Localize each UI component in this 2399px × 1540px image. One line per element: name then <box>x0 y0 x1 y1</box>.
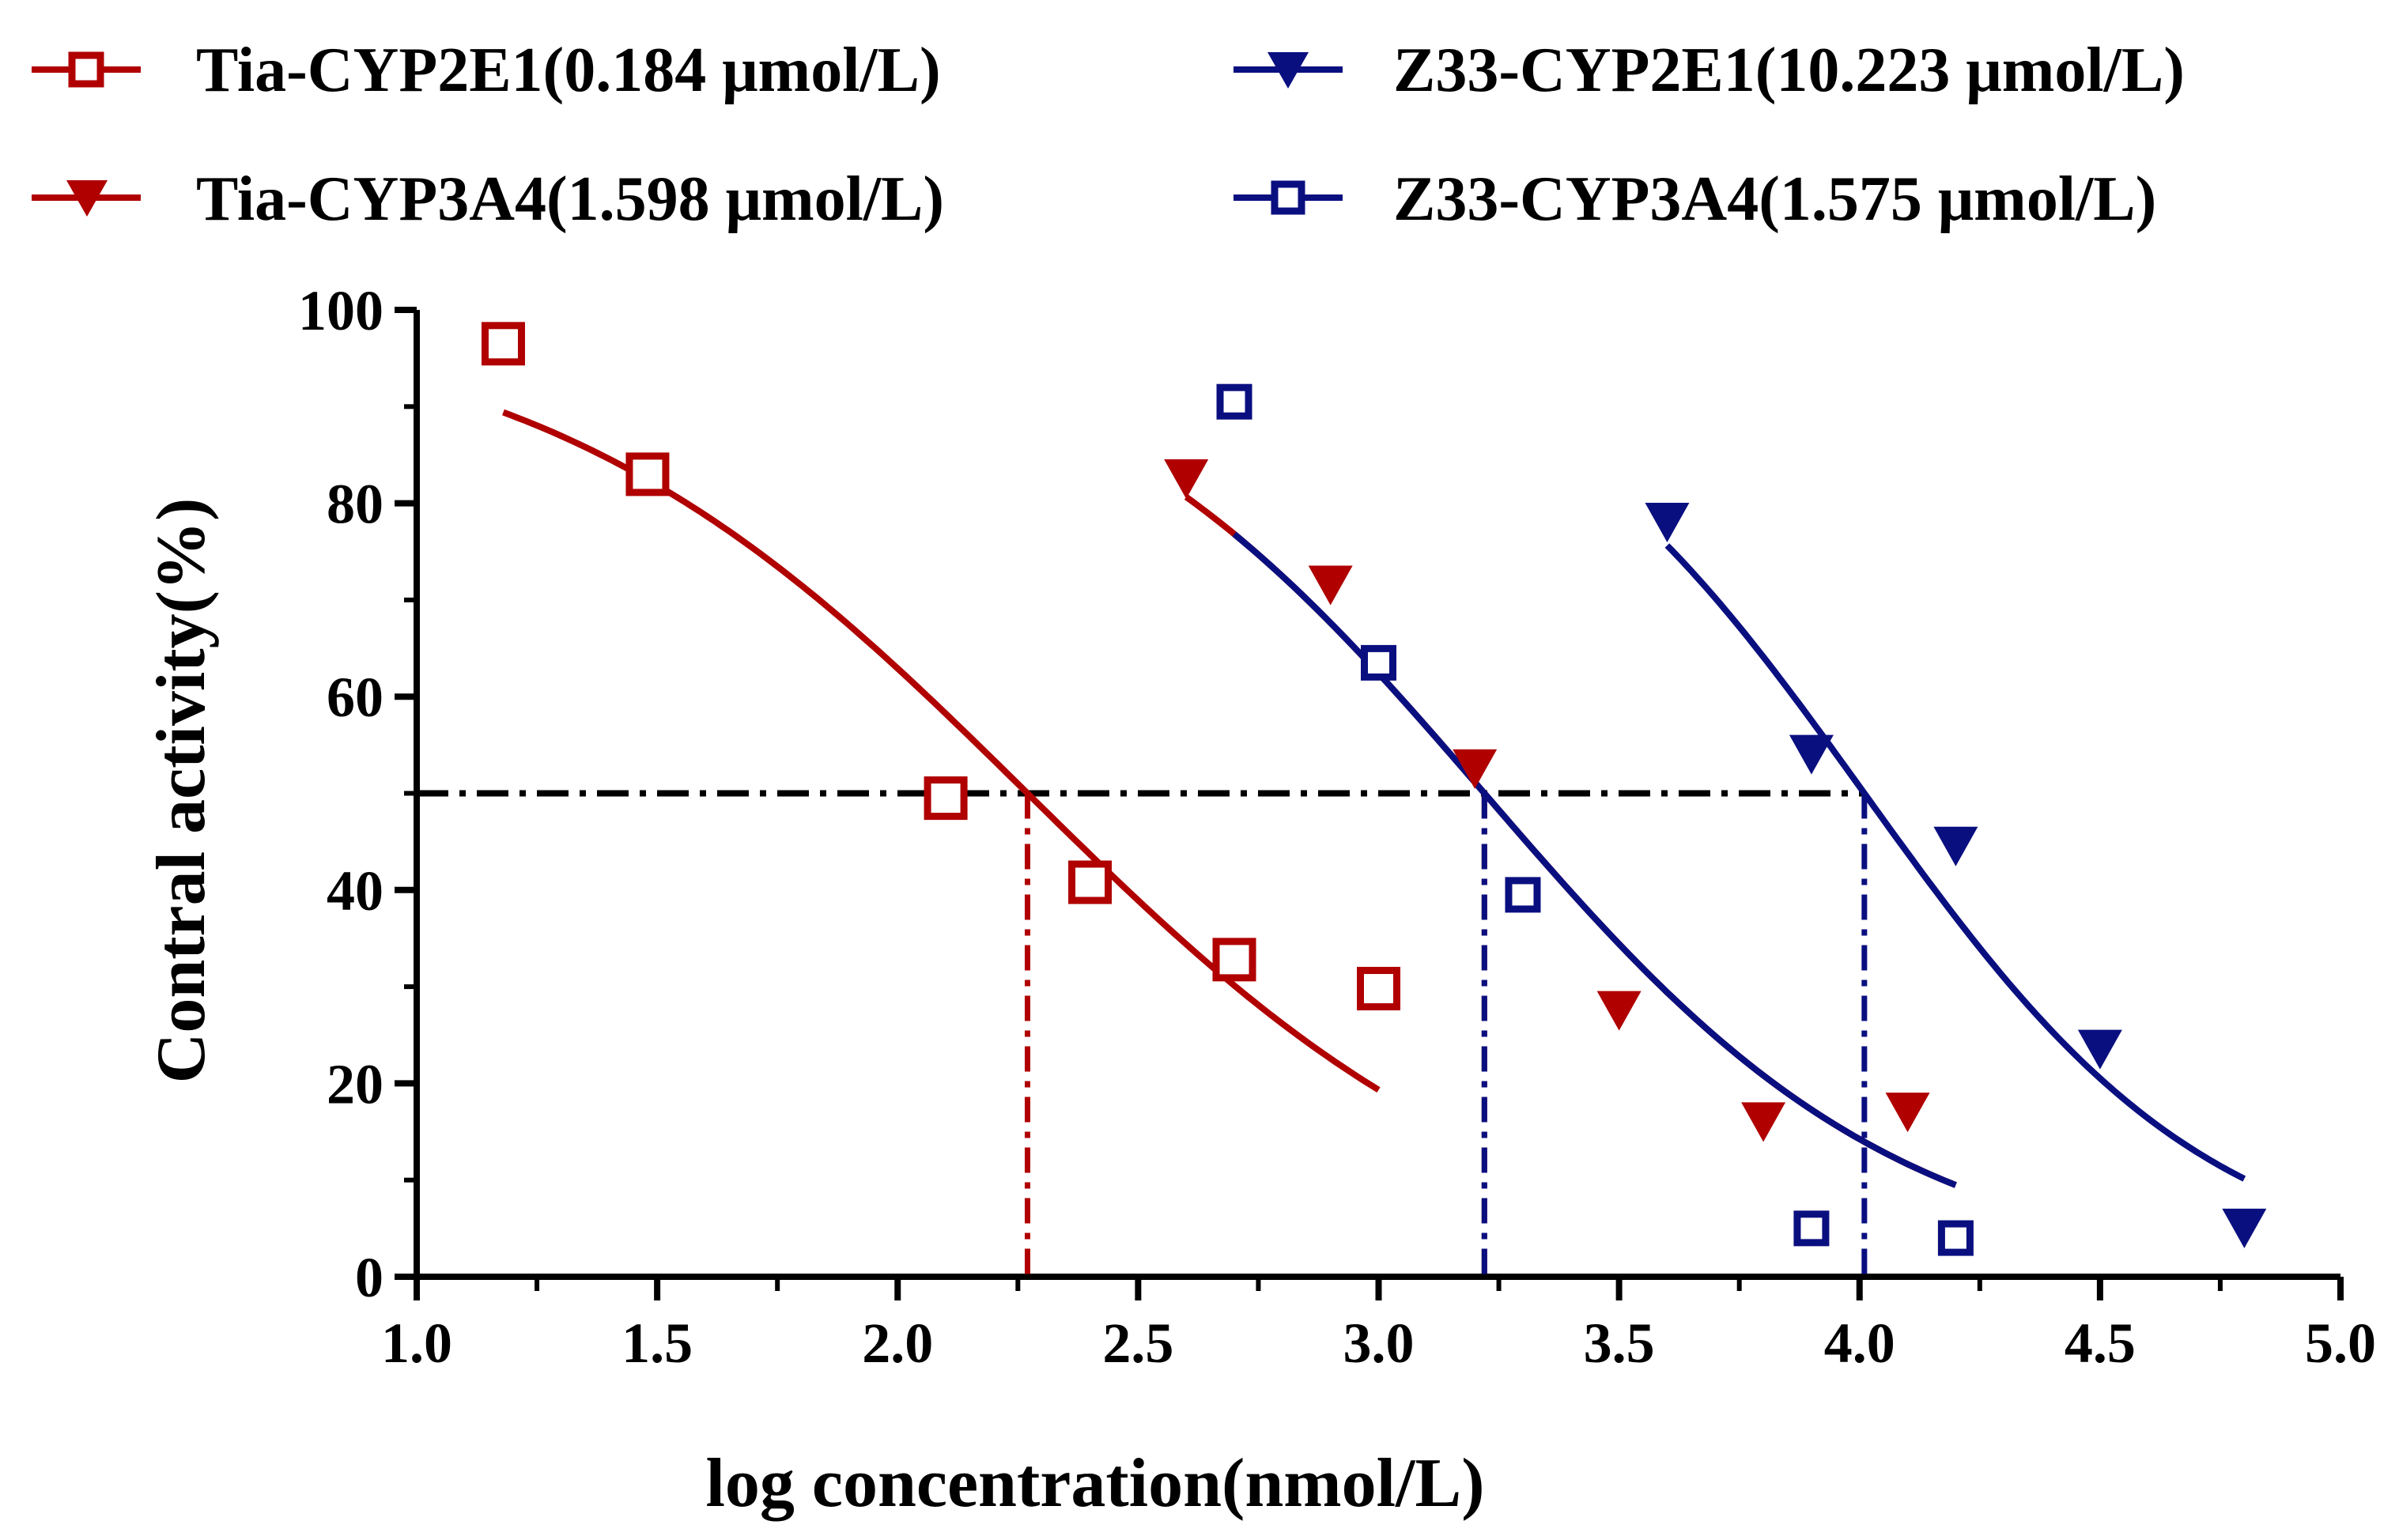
legend-marker-square-icon <box>1271 180 1305 215</box>
x-tick-label: 4.5 <box>2065 1312 2136 1375</box>
point-square-z33-cyp3a4 <box>1937 1220 1974 1256</box>
fit-curve-tia-cyp3a4 <box>1184 494 1957 1188</box>
point-triangle-z33-cyp2e1 <box>2222 1208 2267 1248</box>
point-square-tia-cyp2e1 <box>924 776 968 821</box>
point-square-tia-cyp2e1 <box>625 452 670 496</box>
point-square-tia-cyp2e1 <box>1357 967 1400 1011</box>
legend-label-tia-cyp2e1: Tia-CYP2E1(0.184 μmol/L) <box>196 36 941 105</box>
ic50-reference-lines <box>417 790 1868 1277</box>
x-tick-label: 4.0 <box>1824 1312 1895 1375</box>
y-tick-label: 20 <box>327 1052 383 1115</box>
x-axis-ticks: 1.0 1.5 2.0 2.5 3.0 3.5 4.0 4.5 5.0 <box>381 1277 2376 1375</box>
x-tick-label: 5.0 <box>2305 1312 2376 1375</box>
point-triangle-tia-cyp3a4 <box>1308 565 1353 606</box>
y-tick-label: 80 <box>327 473 383 536</box>
point-square-z33-cyp3a4 <box>1793 1210 1830 1247</box>
x-axis-title: log concentration(nmol/L) <box>705 1445 1484 1522</box>
y-axis-ticks: 0 20 40 60 80 100 <box>298 279 417 1309</box>
x-tick-label: 3.5 <box>1584 1312 1655 1375</box>
fit-curve-z33-cyp3a4 <box>1232 531 1957 1188</box>
legend-item-z33-cyp2e1: Z33-CYP2E1(10.223 μmol/L) <box>1234 36 2185 105</box>
point-triangle-z33-cyp2e1 <box>2077 1029 2122 1070</box>
legend-label-z33-cyp3a4: Z33-CYP3A4(1.575 μmol/L) <box>1393 164 2156 234</box>
y-tick-label: 40 <box>327 859 383 923</box>
fit-curves <box>502 409 2246 1188</box>
point-triangle-tia-cyp3a4 <box>1741 1102 1786 1142</box>
x-tick-label: 1.5 <box>621 1312 693 1375</box>
point-square-z33-cyp3a4 <box>1216 383 1252 420</box>
point-triangle-z33-cyp2e1 <box>1645 503 1690 543</box>
point-square-tia-cyp2e1 <box>481 322 525 366</box>
x-tick-label: 3.0 <box>1343 1312 1415 1375</box>
y-tick-label: 60 <box>327 666 383 729</box>
y-axis-title: Contral activity(%) <box>143 498 220 1083</box>
fit-curve-tia-cyp2e1 <box>502 409 1381 1093</box>
point-square-tia-cyp2e1 <box>1212 938 1256 982</box>
legend-label-z33-cyp2e1: Z33-CYP2E1(10.223 μmol/L) <box>1393 36 2185 105</box>
point-triangle-tia-cyp3a4 <box>1453 749 1498 789</box>
point-triangle-z33-cyp2e1 <box>1933 826 1978 866</box>
legend-item-z33-cyp3a4: Z33-CYP3A4(1.575 μmol/L) <box>1234 164 2156 234</box>
legend: Tia-CYP2E1(0.184 μmol/L) Tia-CYP3A4(1.59… <box>32 36 2185 234</box>
point-square-tia-cyp2e1 <box>1068 860 1113 904</box>
point-triangle-tia-cyp3a4 <box>1885 1093 1930 1133</box>
legend-marker-square-icon <box>68 51 104 88</box>
legend-item-tia-cyp2e1: Tia-CYP2E1(0.184 μmol/L) <box>32 36 941 105</box>
point-square-z33-cyp3a4 <box>1505 877 1541 913</box>
legend-item-tia-cyp3a4: Tia-CYP3A4(1.598 μmol/L) <box>32 164 944 234</box>
point-triangle-tia-cyp3a4 <box>1596 991 1642 1031</box>
point-square-z33-cyp3a4 <box>1361 644 1396 681</box>
y-tick-label: 100 <box>298 279 383 342</box>
data-markers <box>481 322 2267 1256</box>
fit-curve-z33-cyp2e1 <box>1664 543 2246 1182</box>
legend-label-tia-cyp3a4: Tia-CYP3A4(1.598 μmol/L) <box>196 164 944 234</box>
x-tick-label: 2.5 <box>1102 1312 1173 1375</box>
point-triangle-z33-cyp2e1 <box>1789 734 1834 775</box>
y-tick-label: 0 <box>355 1246 383 1309</box>
x-tick-label: 2.0 <box>862 1312 933 1375</box>
point-triangle-tia-cyp3a4 <box>1164 459 1209 500</box>
x-tick-label: 1.0 <box>381 1312 452 1375</box>
legend-marker-triangle-down-icon <box>66 180 108 217</box>
legend-marker-triangle-down-icon <box>1268 52 1309 89</box>
